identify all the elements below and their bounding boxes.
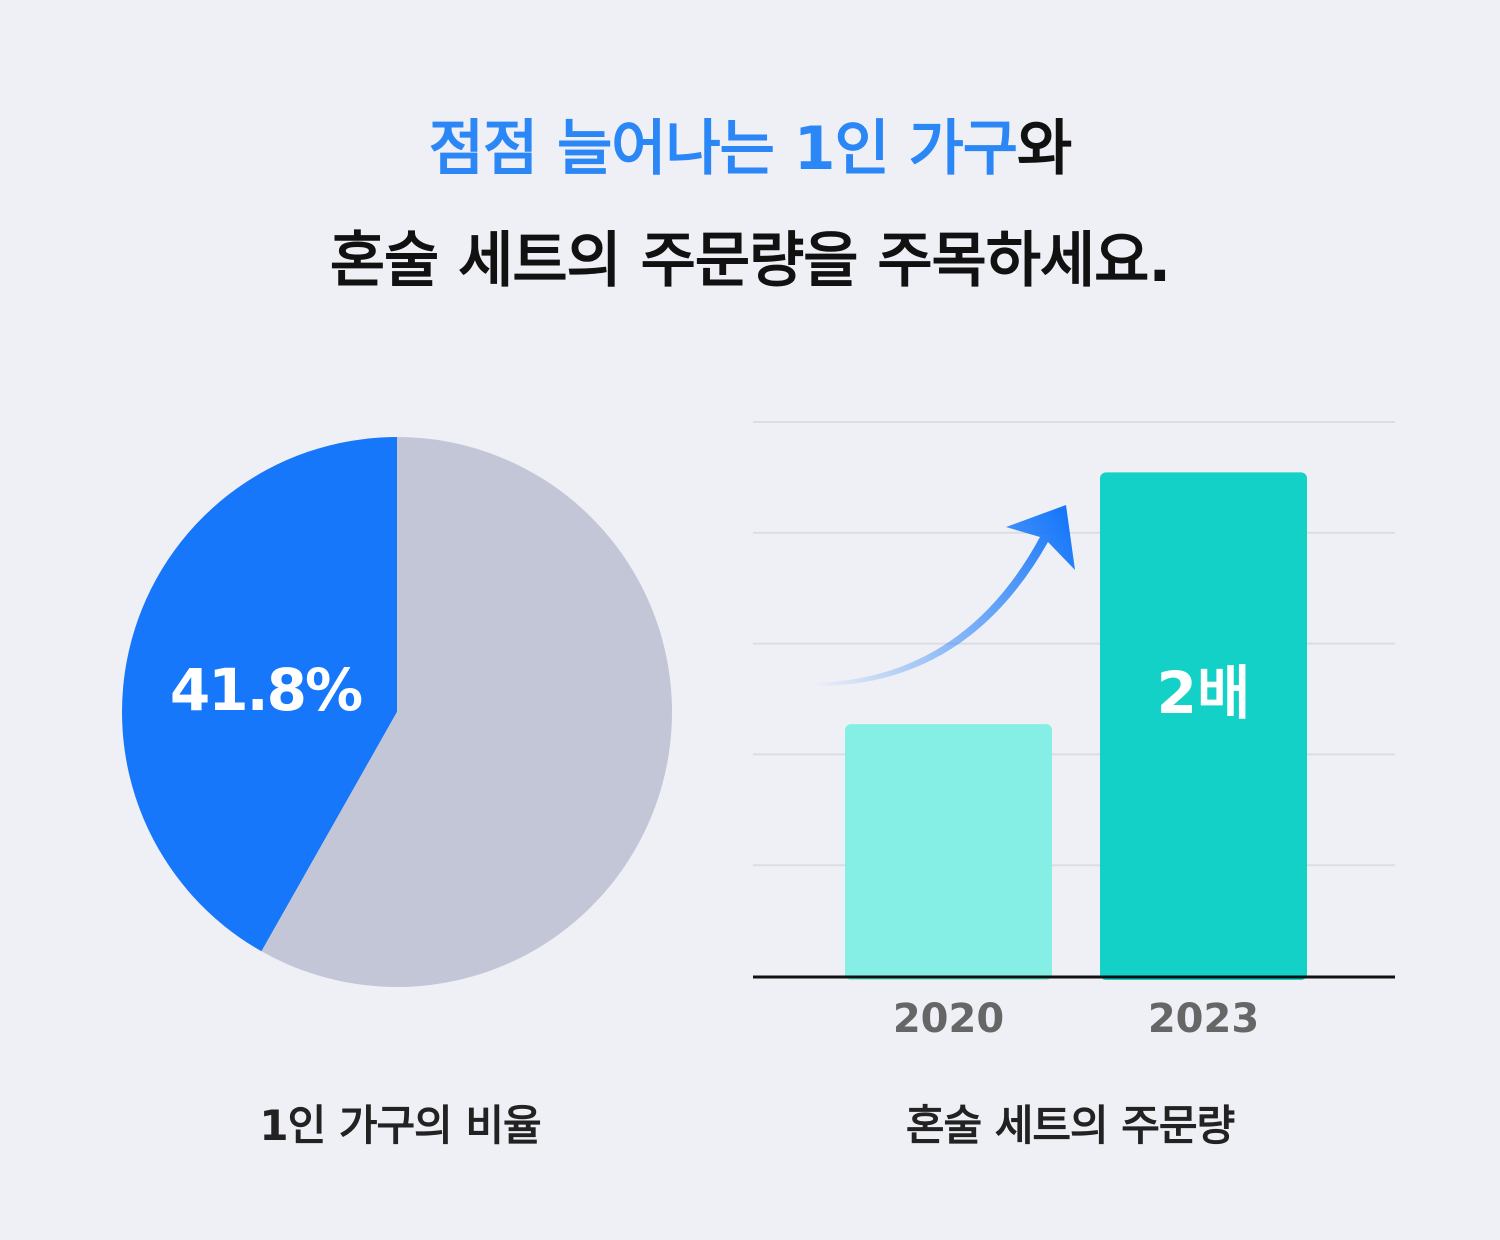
bar-2023 (1100, 472, 1307, 980)
pie-slice-0 (121, 437, 398, 952)
pie-slice-label: 41.8% (169, 656, 363, 724)
headline-line-1-rest: 와 (1017, 114, 1072, 184)
x-tick-label-2020: 2020 (892, 996, 1005, 1042)
pie-chart-title: 1인 가구의 비율 (259, 1101, 541, 1150)
headline-line-2: 혼술 세트의 주문량을 주목하세요. (329, 226, 1171, 296)
x-tick-label-2023: 2023 (1147, 996, 1260, 1042)
bar-chart (753, 421, 1395, 980)
headline-highlight: 점점 늘어나는 1인 가구 (428, 114, 1018, 184)
growth-arrow-icon (810, 505, 1075, 687)
headline-line-1: 점점 늘어나는 1인 가구와 (0, 100, 1500, 187)
bar-2020 (845, 724, 1052, 980)
bar-chart-title: 혼술 세트의 주문량 (905, 1101, 1235, 1150)
pie-slice-1 (261, 437, 672, 987)
bar-annotation-label: 2배 (1156, 659, 1251, 727)
pie-chart (121, 437, 672, 987)
